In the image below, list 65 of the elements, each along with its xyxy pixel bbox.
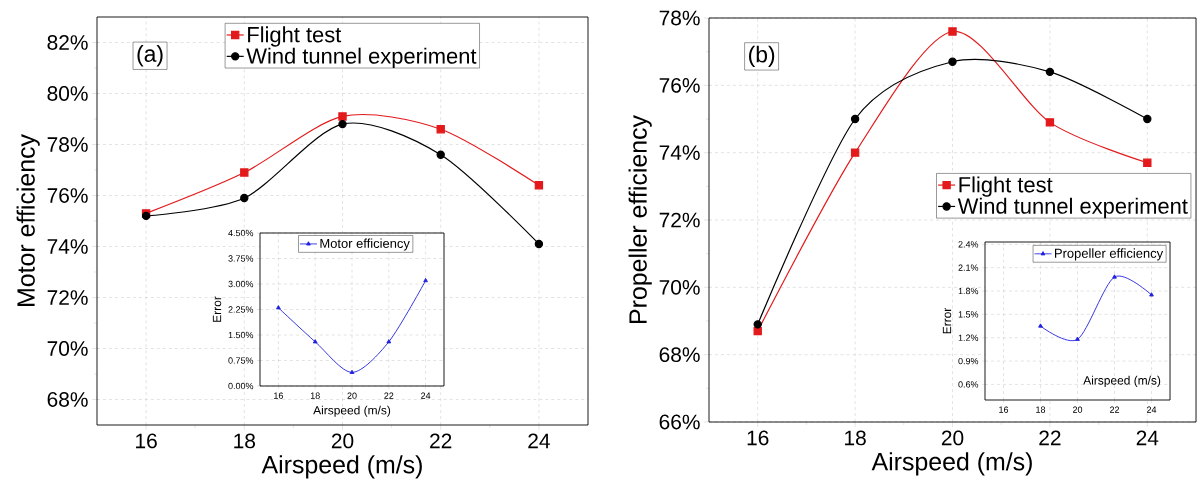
y-tick-label: 1.8% [958,287,979,295]
x-tick-label: 22 [384,392,394,399]
y-tick-label: 72% [47,290,88,305]
y-tick-label: 74% [47,239,88,254]
y-tick-label: 82% [47,35,88,50]
legend-label: Flight test [959,176,1053,197]
x-tick-label: 22 [1039,430,1061,446]
y-tick-label: 78% [659,10,700,26]
x-axis-title: Airspeed (m/s) [1083,375,1161,388]
x-tick-label: 22 [430,433,452,449]
x-tick-label: 20 [331,433,354,449]
x-tick-label: 18 [845,430,866,446]
legend-label: Motor efficiency [320,238,410,251]
x-tick-label: 16 [274,392,283,399]
y-tick-label: 68% [47,392,88,407]
y-axis-title: Motor efficiency [16,134,40,306]
legend-label: Wind tunnel experiment [957,197,1188,219]
y-axis-title: Propeller efficiency [628,115,652,323]
y-tick-label: 3.75% [228,255,254,262]
y-tick-label: 2.25% [228,306,254,313]
legend-label: Flight test [248,26,342,47]
y-tick-label: 0.9% [958,357,979,365]
x-tick-label: 16 [999,406,1009,413]
legend-label: Wind tunnel experiment [246,47,477,69]
x-tick-label: 18 [310,392,320,399]
y-tick-label: 74% [659,145,700,160]
y-tick-label: 0.00% [228,382,254,390]
y-tick-label: 80% [47,86,88,101]
y-tick-label: 0.75% [228,357,254,364]
x-tick-label: 18 [1036,406,1046,413]
x-tick-label: 18 [234,433,256,449]
y-tick-label: 70% [659,279,700,295]
x-tick-label: 24 [421,392,431,399]
y-tick-label: 68% [659,347,700,363]
annotation: (b) [749,45,775,68]
x-tick-label: 24 [1146,406,1157,413]
y-tick-label: 2.4% [958,241,979,248]
x-tick-label: 16 [747,430,769,446]
y-tick-label: 2.1% [958,264,979,271]
y-tick-label: 66% [659,414,700,430]
x-tick-label: 22 [1109,406,1120,413]
y-tick-label: 76% [659,77,700,93]
y-tick-label: 3.00% [228,280,254,288]
y-axis-title: Error [942,307,952,334]
y-axis-title: Error [212,296,222,322]
x-tick-label: 20 [1072,406,1083,413]
y-tick-label: 1.50% [228,331,254,339]
y-tick-label: 1.2% [958,334,979,341]
x-tick-label: 16 [136,433,157,449]
y-tick-label: 0.6% [958,381,979,388]
x-axis-title: Airspeed (m/s) [871,452,1032,476]
y-tick-label: 76% [47,188,88,203]
y-tick-label: 4.50% [228,229,254,237]
y-tick-label: 1.5% [958,311,979,318]
annotation: (a) [137,45,163,67]
x-tick-label: 24 [528,433,550,449]
y-tick-label: 70% [47,341,88,356]
x-axis-title: Airspeed (m/s) [313,405,391,417]
x-tick-label: 24 [1136,430,1159,446]
x-tick-label: 20 [941,430,964,446]
y-tick-label: 78% [47,137,88,152]
x-axis-title: Airspeed (m/s) [261,455,422,479]
legend-label: Propeller efficiency [1055,248,1164,261]
x-tick-label: 20 [347,392,357,399]
y-tick-label: 72% [659,212,700,228]
